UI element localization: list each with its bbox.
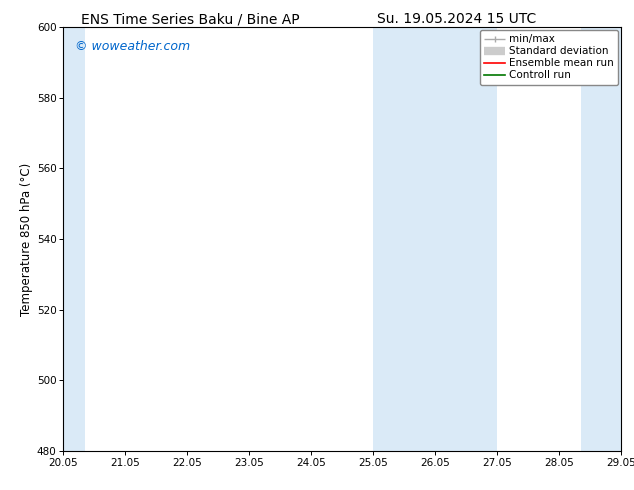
Text: © woweather.com: © woweather.com [75, 40, 190, 52]
Text: Su. 19.05.2024 15 UTC: Su. 19.05.2024 15 UTC [377, 12, 536, 26]
Bar [581, 27, 634, 451]
Legend: min/max, Standard deviation, Ensemble mean run, Controll run: min/max, Standard deviation, Ensemble me… [480, 30, 618, 85]
Y-axis label: Temperature 850 hPa (°C): Temperature 850 hPa (°C) [20, 162, 32, 316]
Text: ENS Time Series Baku / Bine AP: ENS Time Series Baku / Bine AP [81, 12, 299, 26]
Bar [57, 27, 85, 451]
Bar [373, 27, 497, 451]
